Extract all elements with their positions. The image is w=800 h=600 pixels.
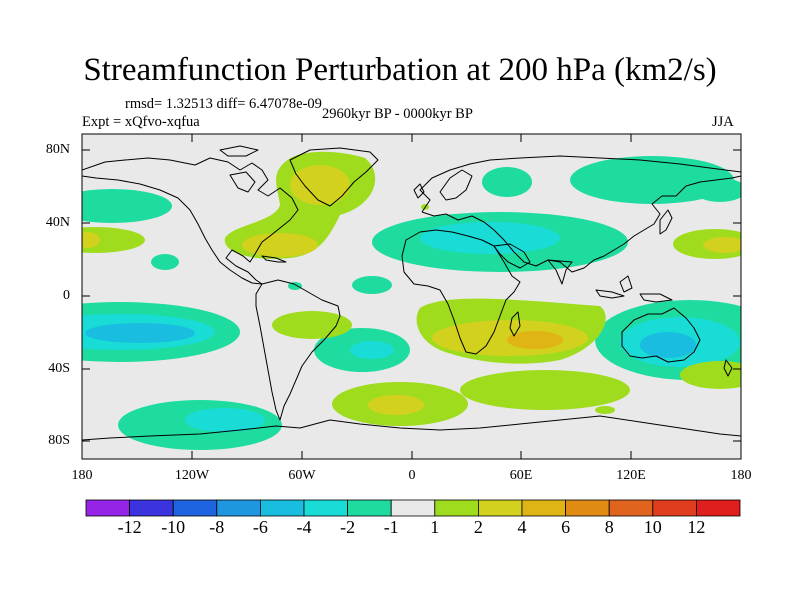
lat-label-40n: 40N — [45, 215, 70, 230]
contour-region — [290, 165, 350, 205]
contour-region — [460, 370, 630, 410]
contour-region — [694, 178, 741, 202]
greenland-coast — [289, 147, 379, 207]
lat-label-80s: 80S — [48, 433, 70, 448]
colorbar-label: -6 — [252, 517, 268, 537]
lon-label-60w: 60W — [288, 468, 316, 483]
hudson-bay-coast — [229, 171, 256, 193]
colorbar-label: -1 — [383, 517, 399, 537]
lon-label-180w: 180 — [71, 468, 93, 483]
arctic-island-coast — [219, 145, 259, 157]
colorbar-box — [521, 499, 566, 517]
new-zealand-coast — [723, 359, 733, 377]
scandinavia-coast — [439, 169, 473, 201]
colorbar-label: 10 — [643, 517, 662, 537]
contour-region — [703, 237, 741, 253]
colorbar-label: 2 — [473, 517, 483, 537]
south-america-coast — [255, 279, 341, 421]
lon-label-60e: 60E — [509, 468, 533, 483]
lat-label-80n: 80N — [45, 142, 70, 157]
contour-region — [368, 395, 424, 415]
contour-region — [151, 254, 179, 270]
contour-region — [82, 232, 100, 248]
colorbar-box — [434, 499, 479, 517]
contour-region — [420, 222, 560, 254]
contour-region — [680, 361, 741, 389]
contour-region — [352, 276, 392, 294]
colorbar-box — [172, 499, 218, 517]
contour-region — [185, 408, 265, 432]
cuba-coast — [261, 255, 287, 263]
colorbar-box — [216, 499, 261, 517]
contour-region — [350, 341, 394, 359]
madagascar-coast — [509, 311, 521, 337]
contour-region — [242, 233, 318, 257]
season-label: JJA — [712, 114, 734, 130]
british-isles-coast — [413, 183, 425, 199]
colorbar-box — [347, 499, 392, 517]
colorbar-box — [696, 499, 741, 517]
coastlines — [82, 145, 741, 441]
colorbar-box — [565, 499, 610, 517]
africa-coast — [401, 229, 521, 355]
contour-region — [85, 323, 195, 343]
north-america-coast — [82, 157, 299, 285]
colorbar-label: -2 — [340, 517, 356, 537]
lon-label-120e: 120E — [616, 468, 646, 483]
contour-region — [288, 282, 302, 290]
period-label: 2960kyr BP - 0000kyr BP — [322, 106, 473, 122]
colorbar-box — [608, 499, 654, 517]
colorbar-label: 8 — [604, 517, 614, 537]
colorbar-box — [390, 499, 436, 517]
contour-region — [482, 167, 532, 197]
lon-label-120w: 120W — [174, 468, 210, 483]
colorbar-label: -4 — [296, 517, 312, 537]
colorbar-label: -12 — [117, 517, 142, 537]
contour-region — [640, 332, 696, 358]
colorbar-box — [303, 499, 348, 517]
colorbar-label: 1 — [430, 517, 440, 537]
negative-contours — [82, 156, 741, 450]
colorbar-label: -10 — [161, 517, 186, 537]
new-guinea-coast — [639, 293, 673, 303]
australia-coast — [621, 307, 701, 363]
lat-label-0: 0 — [63, 288, 70, 303]
colorbar-box — [477, 499, 523, 517]
lon-label-0: 0 — [408, 468, 416, 483]
colorbar — [85, 499, 741, 517]
colorbar-box — [129, 499, 174, 517]
indonesia-coast — [595, 289, 625, 299]
borneo-coast — [619, 275, 633, 293]
lon-label-180e: 180 — [730, 468, 752, 483]
colorbar-label: 6 — [561, 517, 571, 537]
contour-region — [507, 331, 563, 349]
rmsd-diff-stats: rmsd= 1.32513 diff= 6.47078e-09 — [125, 96, 322, 112]
contour-region — [82, 189, 172, 223]
contour-fields — [82, 145, 741, 450]
contour-region — [272, 311, 352, 339]
japan-coast — [659, 209, 673, 235]
india-coast — [547, 259, 573, 285]
colorbar-box — [85, 499, 130, 517]
map-title: Streamfunction Perturbation at 200 hPa (… — [83, 52, 717, 88]
colorbar-label: -8 — [209, 517, 225, 537]
contour-region — [570, 156, 734, 204]
arabia-coast — [493, 243, 531, 269]
contour-region — [82, 227, 145, 253]
contour-region — [595, 406, 615, 414]
eurasia-south-coast — [421, 175, 741, 273]
lat-label-40s: 40S — [48, 361, 70, 376]
colorbar-label: 12 — [687, 517, 706, 537]
colorbar-box — [259, 499, 305, 517]
colorbar-box — [652, 499, 697, 517]
colorbar-label: 4 — [517, 517, 527, 537]
experiment-label: Expt = xQfvo-xqfua — [82, 114, 200, 130]
antarctica-coast — [82, 415, 741, 441]
axis-ticks — [82, 134, 741, 459]
